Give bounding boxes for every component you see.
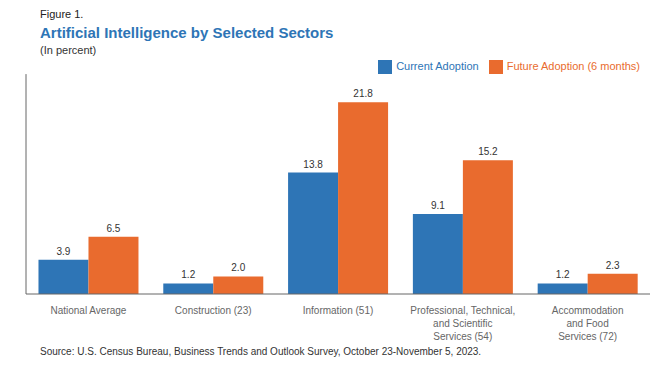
html-text:Artificial Intelligence by Sel: Artificial Intelligence by Selected Sect… — [40, 24, 334, 41]
svg-text:Construction (23): Construction (23) — [175, 305, 252, 316]
svg-text:1.2: 1.2 — [556, 269, 570, 280]
svg-text:Accommodationand FoodServices: Accommodationand FoodServices (72) — [552, 305, 624, 342]
html-text:Current Adoption: Current Adoption — [396, 60, 479, 72]
svg-text:Information (51): Information (51) — [303, 305, 374, 316]
html-text:Source: U.S. Census Bureau, Bu: Source: U.S. Census Bureau, Business Tre… — [40, 346, 482, 357]
html-text:(In percent): (In percent) — [40, 44, 97, 56]
svg-text:National Average: National Average — [50, 305, 126, 316]
svg-text:15.2: 15.2 — [478, 146, 498, 157]
svg-text:2.0: 2.0 — [231, 262, 245, 273]
svg-text:1.2: 1.2 — [181, 269, 195, 280]
svg-text:21.8: 21.8 — [353, 88, 373, 99]
html-text:Figure 1.: Figure 1. — [40, 8, 84, 20]
svg-text:6.5: 6.5 — [107, 223, 121, 234]
html-text:Future Adoption (6 months): Future Adoption (6 months) — [506, 60, 640, 72]
svg-text:9.1: 9.1 — [431, 200, 445, 211]
svg-text:Professional, Technical,and Sc: Professional, Technical,and ScientificSe… — [410, 305, 515, 342]
svg-text:13.8: 13.8 — [303, 159, 323, 170]
svg-text:3.9: 3.9 — [57, 246, 71, 257]
svg-text:2.3: 2.3 — [606, 260, 620, 271]
